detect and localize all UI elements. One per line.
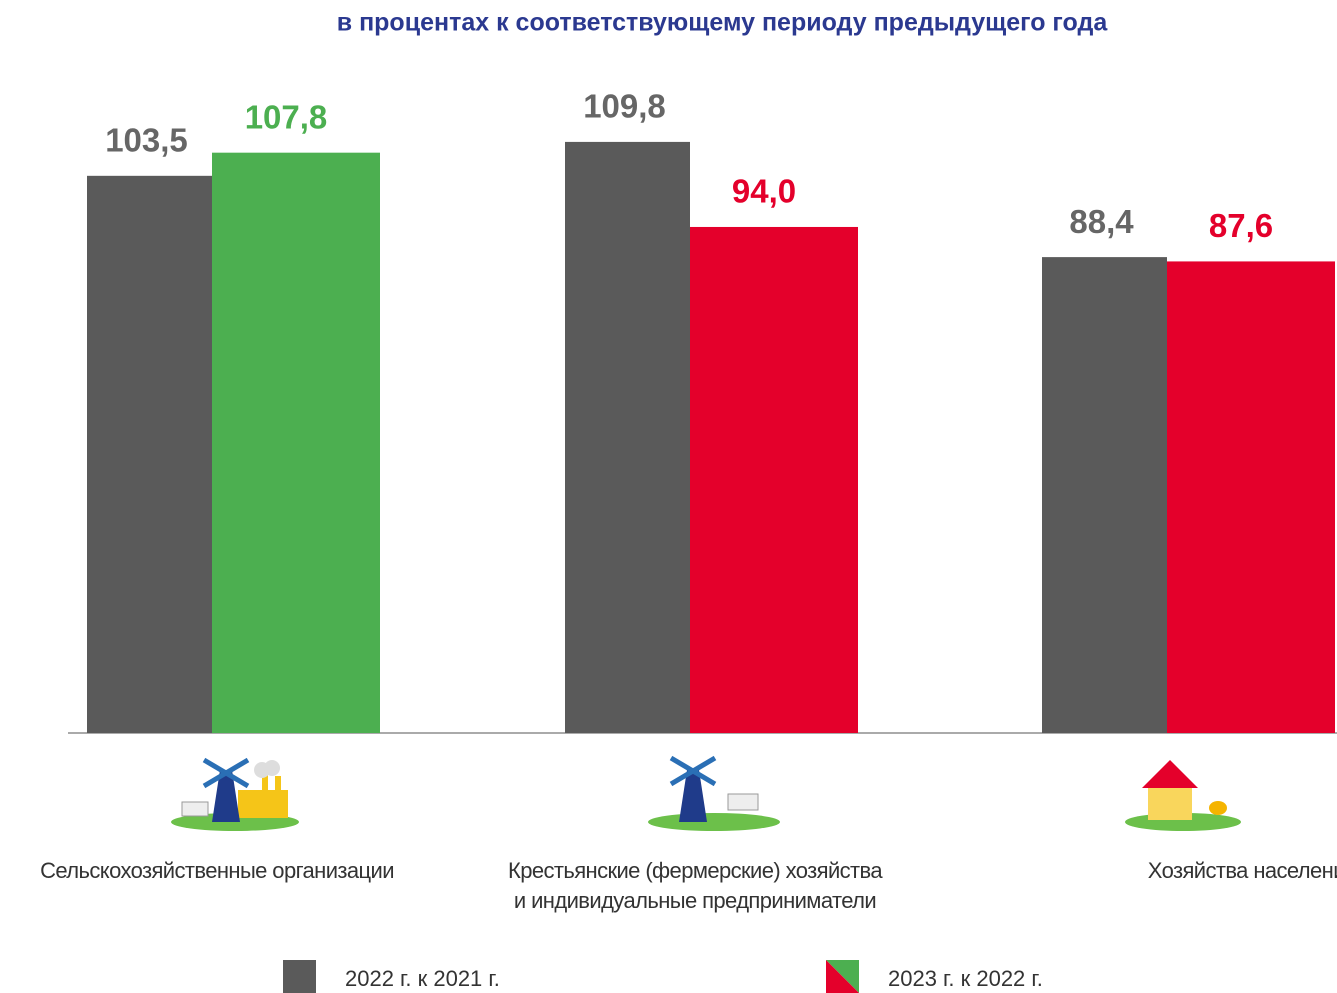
legend-swatch bbox=[826, 960, 859, 993]
value-label: 94,0 bbox=[732, 173, 796, 210]
legend-label: 2022 г. к 2021 г. bbox=[345, 966, 500, 991]
value-label: 88,4 bbox=[1069, 203, 1134, 240]
icon-farmer bbox=[648, 755, 780, 831]
x-tick-label: Хозяйства населения bbox=[1147, 858, 1337, 883]
icon-household bbox=[1125, 760, 1241, 831]
legend-label: 2023 г. к 2022 г. bbox=[888, 966, 1043, 991]
x-tick-label: Крестьянские (фермерские) хозяйства и ин… bbox=[507, 858, 883, 913]
value-label: 107,8 bbox=[245, 98, 328, 135]
value-label: 109,8 bbox=[583, 88, 666, 125]
x-tick-label: Сельскохозяйственные организации bbox=[40, 858, 394, 883]
value-label: 103,5 bbox=[105, 122, 188, 159]
bar bbox=[690, 226, 858, 733]
legend-swatch bbox=[283, 960, 316, 993]
bar bbox=[1042, 257, 1167, 733]
bar bbox=[87, 175, 212, 733]
value-label: 87,6 bbox=[1209, 207, 1273, 244]
chart-title: в процентах к соответствующему периоду п… bbox=[337, 9, 1109, 37]
icon-farm-org bbox=[171, 757, 299, 831]
bar bbox=[565, 141, 690, 733]
bar bbox=[212, 152, 380, 734]
bar bbox=[1167, 261, 1335, 733]
